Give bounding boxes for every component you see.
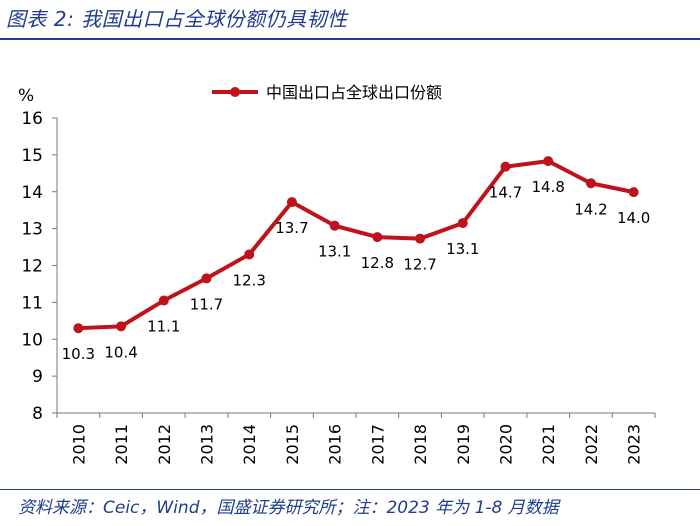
x-tick-label: 2023 — [625, 424, 644, 465]
data-label: 14.2 — [574, 200, 607, 218]
x-tick-label: 2012 — [155, 424, 174, 465]
x-tick-label: 2011 — [112, 424, 131, 465]
data-point — [329, 220, 340, 231]
y-tick-label: 11 — [21, 293, 43, 313]
chart-plot: 10.3 10.4 11.1 11.7 12.3 13.7 13.1 12.8 12.7 13.1… — [62, 156, 650, 363]
data-label: 13.7 — [275, 219, 308, 237]
y-tick-label: 9 — [32, 367, 43, 387]
data-point — [286, 197, 297, 208]
data-label: 10.4 — [104, 343, 137, 361]
data-point — [158, 295, 169, 306]
x-tick-label: 2021 — [539, 424, 558, 465]
data-label: 12.3 — [233, 271, 266, 289]
y-axis-unit: % — [18, 86, 34, 106]
y-tick-label: 13 — [21, 220, 43, 240]
chart-legend: 中国出口占全球出口份额 — [212, 83, 442, 102]
data-point — [585, 178, 596, 189]
data-label: 14.7 — [489, 184, 522, 202]
y-tick-label: 12 — [21, 257, 43, 277]
y-tick-label: 16 — [21, 109, 43, 129]
x-tick-label: 2018 — [411, 424, 430, 465]
data-label: 13.1 — [446, 240, 479, 258]
data-point — [73, 323, 84, 334]
x-tick-label: 2016 — [326, 424, 345, 465]
data-label: 14.8 — [532, 178, 565, 196]
data-label: 11.7 — [190, 295, 223, 313]
data-point — [500, 161, 511, 172]
data-point — [244, 249, 255, 260]
data-label: 12.7 — [403, 256, 436, 274]
data-label: 12.8 — [361, 254, 394, 272]
x-tick-label: 2015 — [283, 424, 302, 465]
legend-label: 中国出口占全球出口份额 — [266, 83, 442, 102]
data-point — [543, 156, 554, 167]
x-tick-label: 2017 — [368, 424, 387, 465]
y-tick-label: 15 — [21, 146, 43, 166]
figure-source: 资料来源：Ceic，Wind，国盛证券研究所；注：2023 年为 1-8 月数据 — [18, 498, 559, 518]
source-rule — [0, 489, 700, 490]
figure-title: 图表 2: 我国出口占全球份额仍具韧性 — [6, 7, 348, 31]
data-point — [415, 233, 426, 244]
x-tick-label: 2019 — [454, 424, 473, 465]
data-point — [372, 232, 383, 243]
y-tick-label: 14 — [21, 183, 43, 203]
title-rule — [0, 38, 700, 40]
series-line — [78, 159, 635, 331]
data-point — [628, 187, 639, 198]
data-point — [457, 218, 468, 229]
x-tick-label: 2010 — [69, 424, 88, 465]
data-point — [201, 273, 212, 284]
data-label: 13.1 — [318, 243, 351, 261]
x-tick-label: 2022 — [582, 424, 601, 465]
x-tick-label: 2020 — [497, 424, 516, 465]
y-tick-label: 10 — [21, 330, 43, 350]
data-label: 14.0 — [617, 209, 650, 227]
legend-marker — [230, 87, 240, 97]
x-tick-label: 2014 — [240, 424, 259, 465]
chart-axes: 8 9 10 11 12 13 14 15 16% 2010 2011 2012 2013 2014 201… — [18, 86, 656, 465]
data-label: 10.3 — [62, 345, 95, 363]
data-label: 11.1 — [147, 318, 180, 336]
y-tick-label: 8 — [32, 404, 43, 424]
data-point — [116, 321, 127, 332]
x-tick-label: 2013 — [198, 424, 217, 465]
